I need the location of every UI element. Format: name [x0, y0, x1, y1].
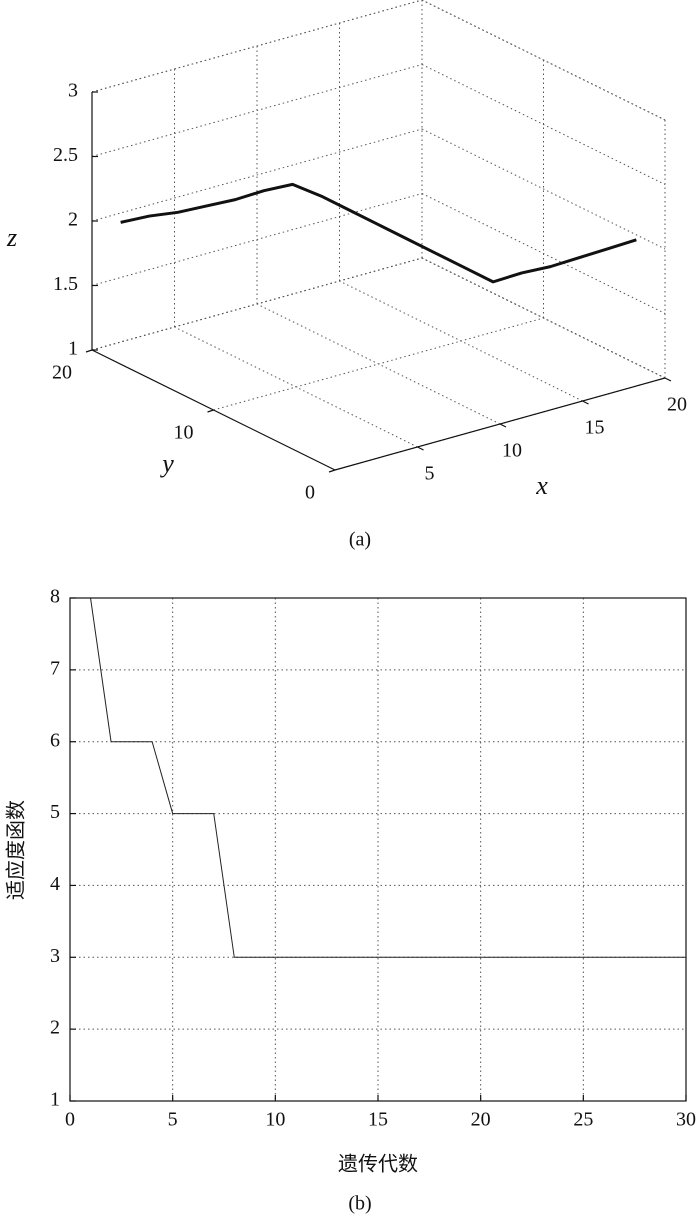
grid-line	[421, 128, 666, 250]
grid-line	[421, 193, 666, 314]
grid-line	[213, 317, 544, 411]
data-line	[90, 597, 686, 958]
grid-line	[91, 0, 423, 93]
z-axis-label: z	[6, 223, 17, 252]
grid-line	[91, 64, 423, 157]
y-tick-label: 2	[50, 1017, 60, 1039]
x-tick-label: 20	[471, 1109, 491, 1131]
grid-line	[91, 128, 423, 222]
x-axis-label-b: 遗传代数	[338, 1153, 418, 1176]
x-tick-label: 20	[667, 394, 687, 416]
y-tick-label: 0	[305, 482, 315, 504]
x-tick-label: 15	[368, 1109, 388, 1131]
x-tick-label: 10	[502, 440, 522, 462]
y-axis-label-b: 适应度函数	[5, 800, 28, 900]
x-tick-label: 0	[65, 1109, 75, 1131]
tick-mark	[328, 469, 336, 473]
grid-line	[421, 0, 666, 121]
y-axis-label: y	[159, 449, 174, 478]
tick-mark	[207, 409, 214, 413]
y-tick-label: 8	[50, 586, 60, 608]
y-tick-label: 1	[50, 1089, 60, 1111]
grid-line	[421, 64, 666, 185]
data-line	[120, 182, 637, 284]
tick-mark	[664, 377, 672, 382]
tick-mark	[499, 423, 507, 428]
x-tick-label: 25	[573, 1109, 593, 1131]
y-tick-label: 5	[50, 801, 60, 823]
tick-mark	[85, 349, 93, 353]
x-tick-label: 15	[585, 417, 605, 439]
grid-line	[91, 257, 423, 351]
x-tick-label: 5	[425, 463, 435, 485]
x-tick-label: 10	[265, 1109, 285, 1131]
z-tick-label: 2	[68, 209, 78, 231]
z-tick-label: 2.5	[53, 144, 78, 166]
y-axis	[91, 349, 336, 471]
grid-line	[421, 257, 666, 379]
x-axis-label: x	[535, 471, 548, 500]
y-tick-label: 3	[50, 945, 60, 967]
y-tick-label: 10	[174, 422, 194, 444]
tick-mark	[417, 446, 424, 451]
caption-b: (b)	[348, 1193, 371, 1215]
z-tick-label: 1.5	[53, 273, 78, 295]
grid-line	[91, 193, 423, 286]
z-tick-label: 3	[68, 80, 78, 102]
y-tick-label: 4	[50, 873, 60, 895]
x-tick-label: 5	[168, 1109, 178, 1131]
caption-a: (a)	[349, 529, 371, 551]
x-axis	[334, 377, 666, 471]
z-tick-label: 1	[68, 338, 78, 360]
tick-mark	[582, 400, 589, 405]
plot-frame	[69, 597, 687, 1102]
y-tick-label: 20	[52, 362, 72, 384]
y-tick-label: 7	[50, 657, 60, 679]
y-tick-label: 6	[50, 729, 60, 751]
x-tick-label: 30	[676, 1109, 696, 1131]
